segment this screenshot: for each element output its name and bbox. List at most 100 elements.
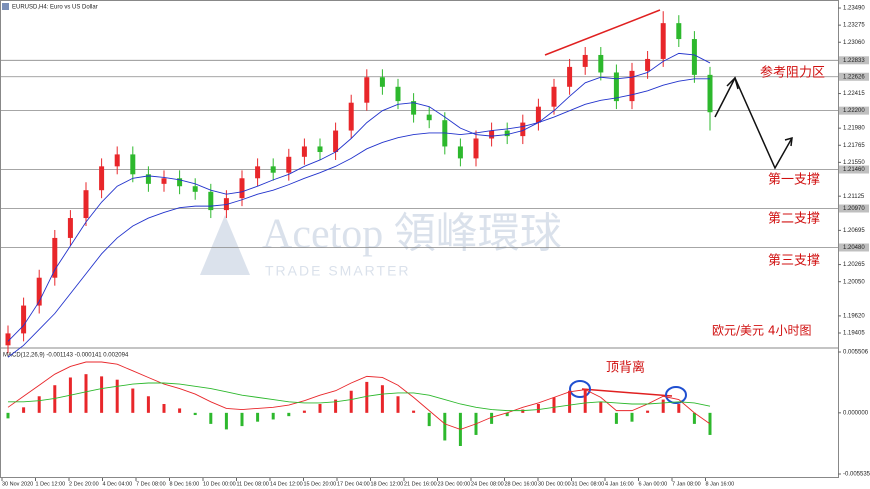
candle-body — [520, 122, 526, 137]
x-tick-label: 8 Dec 16:00 — [170, 481, 200, 487]
watermark: Acetop 領峰環球 TRADE SMARTER — [200, 211, 562, 279]
y-tick-label: 1.20695 — [843, 228, 865, 234]
level-label: 1.22200 — [843, 108, 865, 114]
candle-body — [629, 70, 635, 102]
candle-body — [130, 154, 136, 175]
candle-body — [36, 277, 42, 306]
x-tick-label: 15 Dec 20:00 — [304, 481, 337, 487]
candle-body — [613, 72, 619, 102]
level-tag — [839, 243, 869, 252]
candle-body — [301, 146, 307, 157]
x-tick-label: 6 Jan 00:00 — [639, 481, 668, 487]
annotation: 顶背离 — [606, 360, 645, 376]
divergence-circle — [569, 380, 591, 398]
x-tick-label: 2 Dec 20:00 — [69, 481, 99, 487]
level-tag — [839, 165, 869, 174]
candle-body — [145, 174, 151, 184]
y-tick-label: 1.23490 — [843, 6, 865, 12]
moving-average — [7, 78, 710, 358]
x-tick-label: 30 Nov 2020 — [2, 481, 33, 487]
arrow-head — [726, 76, 793, 147]
candle-body — [457, 146, 463, 159]
candle-body — [395, 86, 401, 102]
candle-body — [645, 58, 651, 71]
level-tag — [839, 72, 869, 81]
candle-body — [270, 166, 276, 173]
candle-body — [691, 39, 697, 75]
candle-body — [255, 166, 261, 179]
candle-body — [567, 66, 573, 87]
watermark-brand: Acetop 領峰環球 — [262, 211, 562, 258]
candle-body — [473, 138, 479, 159]
y-tick-label: 1.23275 — [843, 23, 865, 29]
x-tick-label: 30 Dec 00:00 — [538, 481, 571, 487]
level-label: 1.21460 — [843, 167, 865, 173]
annotation: 第一支撑 — [768, 173, 820, 188]
y-tick-label: 1.22415 — [843, 91, 865, 97]
candle-body — [504, 130, 510, 137]
level-label: 1.22626 — [843, 74, 865, 80]
forecast-arrow — [714, 76, 793, 170]
candle-body — [208, 191, 214, 211]
candle-body — [5, 333, 11, 346]
moving-average — [7, 52, 711, 342]
candle-body — [317, 146, 323, 153]
watermark-slogan: TRADE SMARTER — [265, 263, 411, 279]
level-tag — [839, 106, 869, 115]
candle-body — [489, 130, 495, 139]
x-tick-label: 1 Dec 12:00 — [36, 481, 66, 487]
y-tick-label: 1.19620 — [843, 313, 865, 319]
candle-body — [161, 178, 167, 184]
y-tick-label: 1.21550 — [843, 160, 865, 166]
candle-body — [192, 186, 198, 192]
candle-body — [426, 114, 432, 121]
x-tick-label: 14 Dec 12:00 — [270, 481, 303, 487]
y-tick-label: 1.20265 — [843, 262, 865, 268]
candle-body — [67, 218, 73, 238]
x-tick-label: 23 Dec 00:00 — [438, 481, 471, 487]
x-tick-label: 7 Jan 08:00 — [672, 481, 701, 487]
candle-body — [348, 102, 354, 131]
annotation: 欧元/美元 4小时图 — [712, 324, 812, 338]
chart-title: EURUSD,H4: Euro vs US Dollar — [12, 5, 98, 11]
y-tick-label: -0.005535 — [843, 472, 870, 478]
candle-body — [411, 101, 417, 115]
y-tick-label: 1.21980 — [843, 126, 865, 132]
annotation: 第二支撑 — [768, 212, 820, 227]
x-tick-label: 17 Dec 04:00 — [337, 481, 370, 487]
symbol-icon — [2, 3, 9, 10]
x-tick-label: 11 Dec 08:00 — [237, 481, 269, 487]
candle-body — [114, 154, 120, 167]
x-tick-label: 8 Jan 16:00 — [706, 481, 735, 487]
annotation: 第三支撑 — [768, 254, 820, 269]
x-tick-label: 4 Dec 04:00 — [103, 481, 133, 487]
x-tick-label: 18 Dec 12:00 — [371, 481, 404, 487]
level-label: 1.22833 — [843, 58, 865, 64]
y-tick-label: 1.20050 — [843, 279, 865, 285]
candle-body — [52, 237, 58, 278]
x-tick-label: 4 Jan 16:00 — [605, 481, 634, 487]
macd-title: MACD(12,26,9) -0.001143 -0.000141 0.0020… — [3, 353, 129, 359]
frame — [0, 0, 839, 478]
y-tick-label: 1.23060 — [843, 40, 865, 46]
candle-body — [177, 178, 183, 187]
x-tick-label: 31 Dec 08:00 — [572, 481, 605, 487]
x-tick-label: 10 Dec 00:00 — [203, 481, 236, 487]
y-tick-label: 0.000000 — [843, 410, 869, 416]
candle-body — [707, 74, 713, 113]
x-tick-label: 21 Dec 16:00 — [404, 481, 437, 487]
level-label: 1.20970 — [843, 206, 865, 212]
x-tick-label: 28 Dec 16:00 — [505, 481, 538, 487]
candle-body — [239, 178, 245, 199]
candle-body — [535, 106, 541, 123]
candle-body — [364, 77, 370, 103]
macd-line — [7, 361, 711, 430]
level-label: 1.20480 — [843, 245, 865, 251]
candle-body — [582, 54, 588, 67]
candle-body — [333, 130, 339, 153]
candle-body — [21, 305, 27, 334]
candle-body — [551, 86, 557, 107]
watermark-logo — [200, 215, 250, 275]
x-tick-label: 24 Dec 08:00 — [471, 481, 504, 487]
